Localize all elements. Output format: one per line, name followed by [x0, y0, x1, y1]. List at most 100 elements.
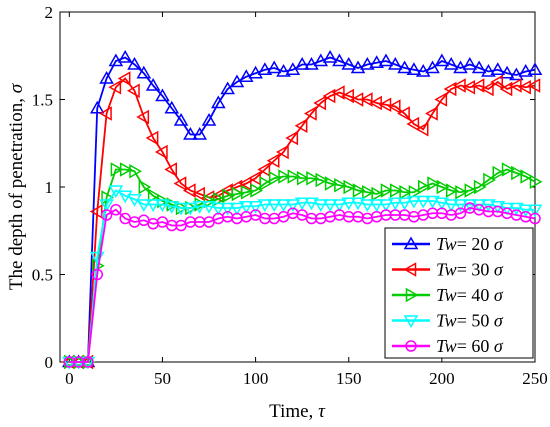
data-point	[173, 202, 189, 216]
data-point	[145, 77, 161, 91]
legend-label: Tw= 40 σ	[436, 285, 504, 305]
y-tick-label: 0.5	[32, 266, 53, 285]
data-point	[173, 176, 187, 191]
data-point	[388, 56, 403, 70]
data-point	[481, 199, 496, 213]
x-axis: 0 50 100 150 200 250	[65, 12, 548, 388]
data-point	[490, 62, 506, 75]
data-point	[406, 195, 422, 209]
data-point	[89, 100, 105, 114]
legend-marker	[405, 287, 419, 303]
data-point	[238, 201, 254, 214]
legend-label: Tw= 50 σ	[436, 311, 504, 331]
x-tick-label: 50	[154, 369, 171, 388]
data-point	[341, 197, 357, 211]
data-point	[397, 60, 412, 74]
legend-label: Tw= 30 σ	[436, 260, 504, 280]
x-tick-label: 200	[429, 369, 455, 388]
data-point	[397, 106, 410, 121]
data-point	[417, 179, 431, 195]
data-point	[201, 201, 217, 214]
data-point	[250, 183, 264, 198]
data-point	[455, 184, 469, 200]
series-line	[69, 207, 536, 363]
data-point	[425, 106, 438, 121]
data-point	[248, 65, 263, 79]
data-point	[127, 56, 142, 70]
data-point	[229, 202, 245, 216]
data-point	[231, 186, 245, 202]
data-point	[108, 79, 122, 95]
data-point	[241, 184, 254, 200]
legend-item: Tw= 20 σ	[392, 234, 504, 254]
data-point	[415, 63, 431, 77]
data-point	[138, 179, 152, 195]
x-tick-label: 150	[336, 369, 362, 388]
data-point	[313, 95, 327, 111]
data-point	[296, 170, 310, 186]
data-point	[276, 63, 291, 77]
data-point	[378, 53, 394, 67]
data-point	[136, 109, 150, 125]
data-point	[211, 202, 226, 216]
data-point	[285, 130, 299, 146]
data-point	[406, 62, 422, 75]
data-point	[313, 53, 329, 67]
data-point	[155, 88, 170, 102]
data-point	[117, 190, 133, 204]
data-point	[509, 67, 524, 81]
data-point	[473, 179, 487, 195]
data-point	[527, 78, 541, 93]
y-tick-label: 2	[45, 3, 54, 22]
data-point	[480, 81, 494, 97]
data-point	[155, 199, 170, 213]
data-point	[427, 176, 441, 191]
x-tick-label: 0	[65, 369, 74, 388]
data-point	[490, 74, 503, 90]
data-point	[360, 199, 375, 213]
data-point	[501, 162, 515, 177]
data-point	[529, 174, 543, 190]
data-point	[511, 165, 524, 181]
data-point	[371, 186, 385, 202]
data-point	[304, 197, 319, 211]
data-point	[129, 163, 143, 179]
data-point	[492, 165, 506, 181]
data-point	[145, 199, 161, 213]
x-axis-label: Time, τ	[269, 401, 326, 422]
data-point	[294, 118, 308, 134]
data-point	[331, 85, 345, 100]
data-point	[527, 62, 543, 75]
data-point	[117, 49, 133, 63]
data-point	[453, 199, 468, 213]
data-point	[425, 195, 440, 209]
data-point	[334, 177, 347, 193]
data-point	[464, 183, 478, 198]
data-point	[173, 112, 189, 126]
y-tick-label: 1.5	[32, 91, 53, 110]
data-point	[388, 197, 403, 211]
data-point	[443, 199, 459, 213]
data-point	[350, 60, 366, 74]
data-point	[315, 172, 329, 188]
data-point	[434, 92, 448, 107]
data-point	[322, 199, 338, 213]
data-point	[369, 55, 384, 68]
data-point	[434, 53, 450, 67]
legend-item: Tw= 60 σ	[392, 336, 504, 356]
data-point	[499, 65, 515, 79]
y-axis: 0 0.5 1 1.5 2	[32, 3, 535, 372]
data-point	[481, 63, 496, 77]
data-point	[192, 201, 207, 214]
data-point	[154, 144, 168, 160]
data-point	[119, 162, 133, 177]
data-point	[436, 179, 450, 195]
data-point	[257, 62, 273, 75]
legend-label: Tw= 60 σ	[436, 336, 504, 356]
data-point	[201, 112, 217, 126]
data-point	[294, 197, 310, 211]
data-point	[445, 183, 459, 198]
data-point	[306, 170, 319, 186]
data-point	[443, 81, 457, 97]
